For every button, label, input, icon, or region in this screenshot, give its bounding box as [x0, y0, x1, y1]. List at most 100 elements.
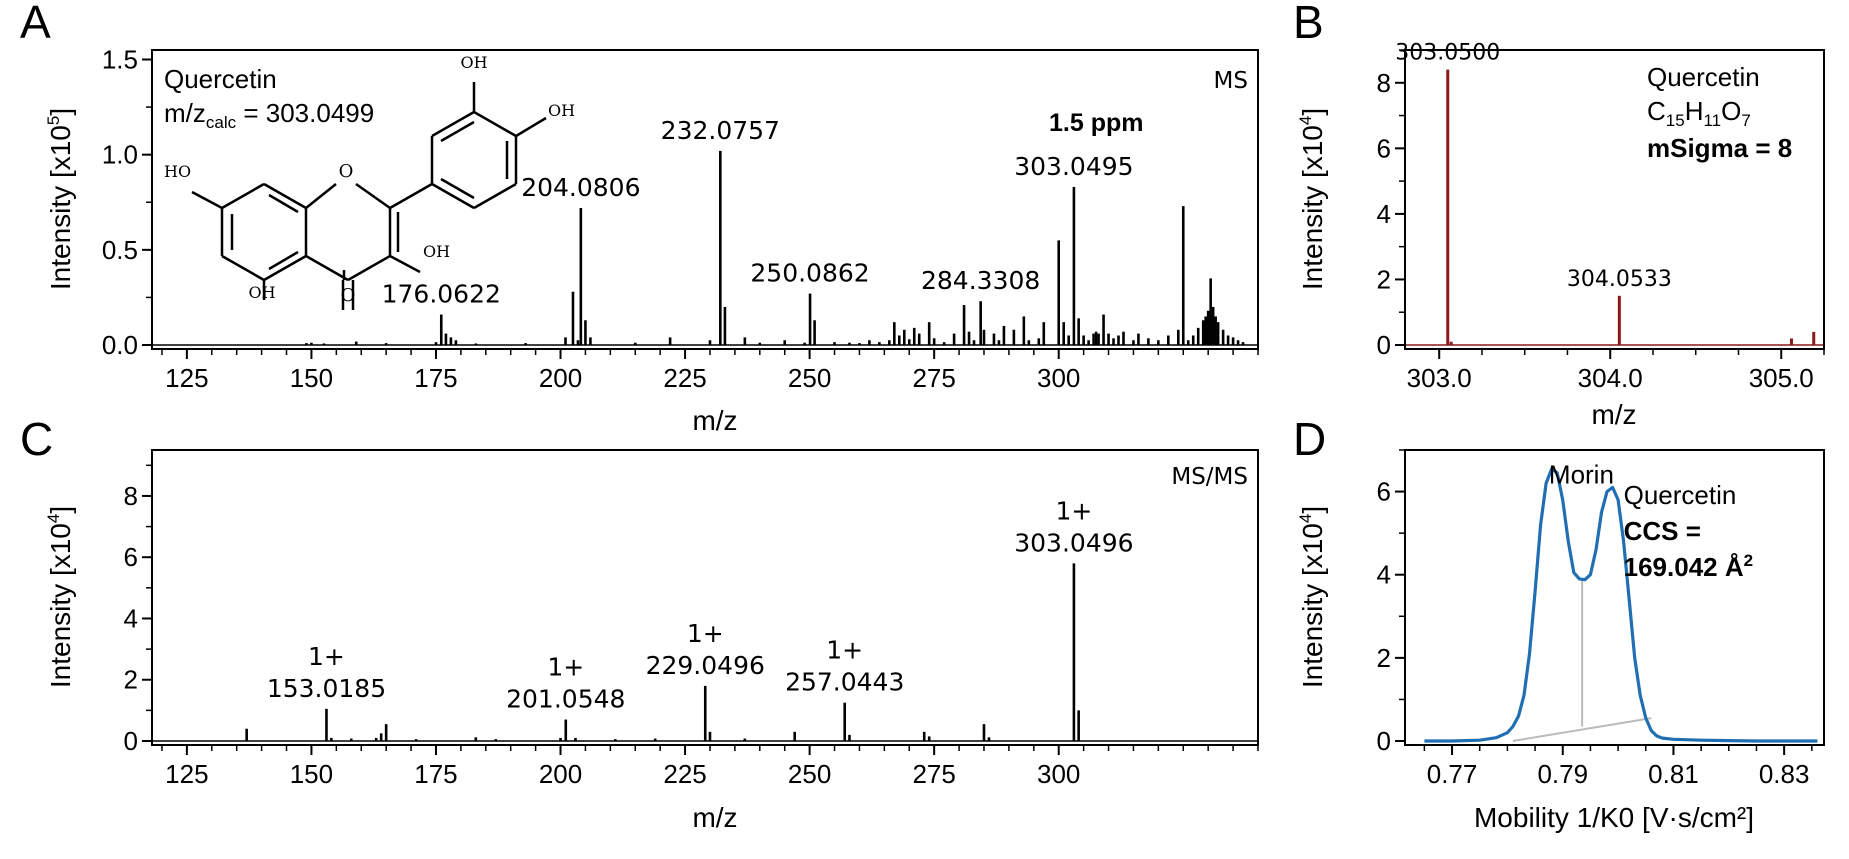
- panel-b-ylabel-main: Intensity [x10: [1297, 125, 1328, 290]
- panel-c-mode-label: MS/MS: [1171, 464, 1248, 490]
- panel-a-ylabel: Intensity [x105]: [44, 108, 76, 290]
- mz-calc-prefix: m/z: [164, 98, 206, 128]
- oh-label: OH: [248, 283, 275, 302]
- panel-a-ylabel-main: Intensity [x10: [45, 125, 76, 290]
- panel-b-ylabel-close: ]: [1297, 108, 1328, 116]
- panel-d-ylabel-main: Intensity [x10: [1297, 523, 1328, 688]
- x-tick-label: 300: [1037, 759, 1080, 789]
- peak-mz-label: 204.0806: [521, 173, 640, 202]
- panel-a-ylabel-exp: 5: [44, 116, 63, 125]
- y-tick-label: 1.5: [102, 45, 138, 75]
- peak-charge-label: 1+: [1055, 496, 1092, 525]
- quercetin-structure: [191, 82, 547, 310]
- y-tick-label: 0: [1377, 330, 1391, 360]
- y-tick-label: 4: [124, 603, 138, 633]
- panel-b-peaks: [1405, 69, 1824, 346]
- panel-d-label: D: [1293, 413, 1326, 465]
- panel-a-peaks: [152, 150, 1258, 346]
- peak-mz-label: 232.0757: [661, 116, 780, 145]
- y-tick-label: 2: [124, 665, 138, 695]
- formula-element: O: [1721, 96, 1741, 126]
- panel-c-ylabel-close: ]: [45, 506, 76, 514]
- x-tick-label: 175: [414, 363, 457, 393]
- panel-d-ylabel: Intensity [x104]: [1296, 506, 1328, 688]
- panel-c-ylabel-exp: 4: [44, 514, 63, 523]
- panel-c-ticks: 125 150 175 200 225 250 275 300 0 2 4 6 8: [124, 464, 1259, 789]
- y-tick-label: 8: [1377, 68, 1391, 98]
- peak-mz-label: 303.0495: [1014, 152, 1133, 181]
- keto-oxygen-label: O: [341, 285, 356, 306]
- panel-a-ticks: 125 150 175 200 225 250 275 300 0.0 0.5 1.0 1.5: [102, 45, 1259, 393]
- panel-d-ylabel-close: ]: [1297, 506, 1328, 514]
- y-tick-label: 4: [1377, 199, 1391, 229]
- panel-d-xlabel: Mobility 1/K0 [V·s/cm²]: [1474, 802, 1754, 833]
- panel-c-frame: [151, 449, 1259, 746]
- y-tick-label: 8: [124, 481, 138, 511]
- oh-label: OH: [460, 53, 487, 72]
- x-tick-label: 200: [539, 759, 582, 789]
- ccs-value-main: 169.042 Å: [1624, 552, 1744, 582]
- integration-baseline: [1512, 717, 1652, 742]
- y-tick-label: 0.5: [102, 235, 138, 265]
- panel-b-msigma: mSigma = 8: [1647, 133, 1792, 163]
- y-tick-label: 6: [124, 542, 138, 572]
- x-tick-label: 305.0: [1749, 363, 1814, 393]
- oh-label: OH: [548, 101, 575, 120]
- panel-a-compound: Quercetin: [164, 64, 277, 94]
- y-tick-label: 0: [1377, 726, 1391, 756]
- peak-charge-label: 1+: [547, 653, 584, 682]
- mz-calc-value: = 303.0499: [236, 98, 374, 128]
- peak-mz-label: 304.0533: [1567, 267, 1672, 292]
- x-tick-label: 0.79: [1537, 759, 1588, 789]
- mobilogram-curve: [1424, 467, 1818, 743]
- formula-element: C: [1647, 96, 1666, 126]
- peak-mz-label: 250.0862: [750, 259, 869, 288]
- structure-labels: OH OH HO OH OH O O: [164, 53, 575, 306]
- panel-d-ticks: 0.77 0.79 0.81 0.83 0 2 4 6: [1377, 449, 1813, 789]
- peak-mz-label: 303.0500: [1395, 41, 1500, 66]
- x-tick-label: 304.0: [1578, 363, 1643, 393]
- panel-d-ccs-label: CCS =: [1624, 516, 1701, 546]
- panel-b-annotations: 303.0500 304.0533: [1395, 41, 1672, 292]
- ccs-value-exp: 2: [1744, 551, 1753, 570]
- oh-label: OH: [423, 242, 450, 261]
- panel-d-ccs-value: 169.042 Å2: [1624, 551, 1753, 582]
- panel-d-quercetin-label: Quercetin: [1624, 480, 1737, 510]
- panel-a-frame: [151, 49, 1259, 350]
- panel-b-ticks: 303.0 304.0 305.0 0 2 4 6 8: [1377, 49, 1825, 393]
- panel-d-frame: [1404, 449, 1825, 746]
- panel-b-xlabel: m/z: [1591, 399, 1636, 430]
- formula-subscript: 15: [1666, 111, 1685, 130]
- panel-a-ylabel-close: ]: [45, 108, 76, 116]
- peak-mz-label: 153.0185: [267, 674, 386, 703]
- panel-c-label: C: [20, 413, 53, 465]
- formula-subscript: 7: [1741, 111, 1750, 130]
- x-tick-label: 125: [165, 363, 208, 393]
- x-tick-label: 125: [165, 759, 208, 789]
- panel-b-formula: C15H11O7: [1647, 96, 1751, 130]
- panel-b-compound: Quercetin: [1647, 62, 1760, 92]
- y-tick-label: 0: [124, 726, 138, 756]
- panel-a-annotations: 176.0622 204.0806 232.0757 250.0862 284.3308…: [382, 116, 1134, 309]
- panel-a-mode-label: MS: [1214, 68, 1248, 94]
- x-tick-label: 150: [290, 363, 333, 393]
- panel-d: D 0.77 0.79 0.81 0.83 0 2 4 6 Morin Quercetin C…: [1293, 413, 1825, 833]
- panel-c: C 125 150 175 200 225 250 275 300 0 2 4 6 8 1+ 153.01…: [20, 413, 1259, 833]
- x-tick-label: 225: [663, 759, 706, 789]
- peak-mz-label: 201.0548: [506, 685, 625, 714]
- mz-calc-sub: calc: [206, 113, 237, 132]
- peak-charge-label: 1+: [308, 642, 345, 671]
- peak-charge-label: 1+: [826, 636, 863, 665]
- ho-label: HO: [164, 162, 191, 181]
- panel-a-label: A: [20, 0, 51, 48]
- panel-d-morin-label: Morin: [1549, 459, 1614, 489]
- y-tick-label: 6: [1377, 133, 1391, 163]
- panel-c-ylabel-main: Intensity [x10: [45, 523, 76, 688]
- panel-c-ylabel: Intensity [x104]: [44, 506, 76, 688]
- y-tick-label: 4: [1377, 560, 1391, 590]
- panel-a: A 125 150 175 200 225 250 275 300 0.0 0.5 1.0 1.5 1…: [20, 0, 1259, 436]
- panel-b-label: B: [1293, 0, 1324, 48]
- peak-charge-label: 1+: [687, 619, 724, 648]
